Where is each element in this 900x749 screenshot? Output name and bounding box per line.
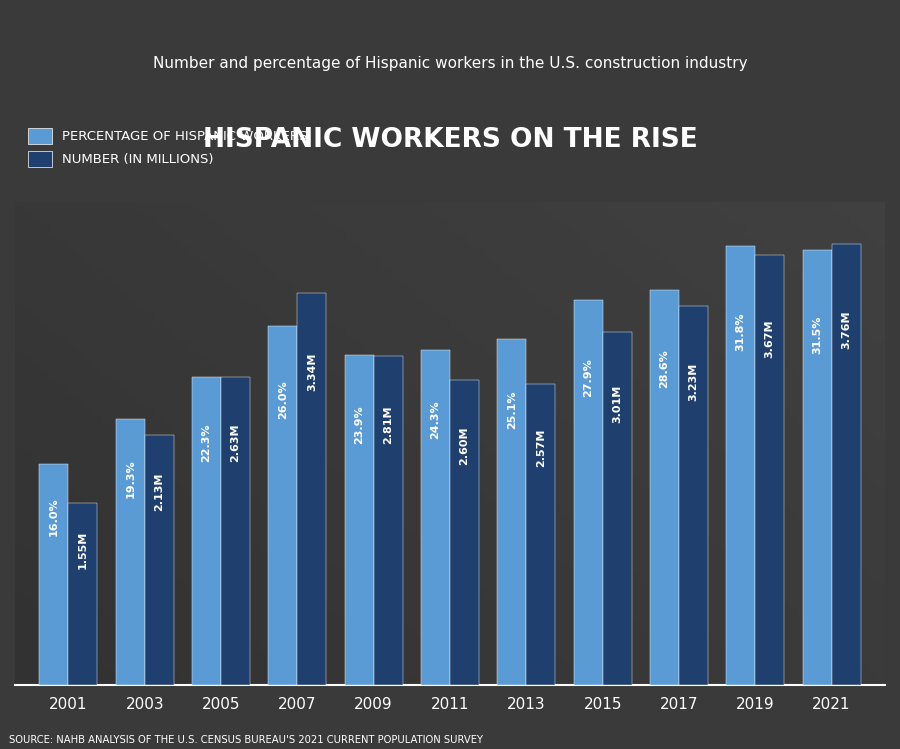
Bar [498,339,526,685]
Text: 16.0%: 16.0% [49,497,58,536]
Bar [145,435,174,685]
Text: 3.01M: 3.01M [612,385,622,423]
Text: 19.3%: 19.3% [125,459,135,497]
Bar [832,244,860,685]
Text: 1.55M: 1.55M [78,531,88,569]
Bar [297,294,327,685]
Bar [421,350,450,685]
Text: 2.60M: 2.60M [460,426,470,464]
Text: 27.9%: 27.9% [583,358,593,397]
Legend: PERCENTAGE OF HISPANIC WORKERS, NUMBER (IN MILLIONS): PERCENTAGE OF HISPANIC WORKERS, NUMBER (… [22,121,314,173]
Bar [650,291,679,685]
Bar [221,377,250,685]
Bar [192,377,221,685]
Text: 3.34M: 3.34M [307,352,317,390]
Bar [573,300,603,685]
Text: 24.3%: 24.3% [430,400,440,439]
Text: 2.63M: 2.63M [230,423,240,461]
Text: 23.9%: 23.9% [355,405,365,443]
Text: 26.0%: 26.0% [278,380,288,419]
Text: Number and percentage of Hispanic workers in the U.S. construction industry: Number and percentage of Hispanic worker… [153,56,747,71]
Title: HISPANIC WORKERS ON THE RISE: HISPANIC WORKERS ON THE RISE [202,127,698,153]
Bar [526,383,555,685]
Bar [450,380,479,685]
Bar [374,356,402,685]
Text: 3.23M: 3.23M [688,363,698,401]
Text: 25.1%: 25.1% [507,391,517,429]
Text: 3.67M: 3.67M [765,319,775,358]
Text: SOURCE: NAHB ANALYSIS OF THE U.S. CENSUS BUREAU'S 2021 CURRENT POPULATION SURVEY: SOURCE: NAHB ANALYSIS OF THE U.S. CENSUS… [9,736,483,745]
Text: 2.81M: 2.81M [383,405,393,443]
Bar [116,419,145,685]
Text: 31.8%: 31.8% [736,312,746,351]
Bar [345,355,373,685]
Bar [726,246,755,685]
Text: 22.3%: 22.3% [202,424,211,462]
Text: 28.6%: 28.6% [660,350,670,389]
Bar [679,306,708,685]
Bar [68,503,97,685]
Bar [603,332,632,685]
Text: 2.57M: 2.57M [536,429,545,467]
Text: 2.13M: 2.13M [154,473,164,512]
Bar [40,464,68,685]
Bar [268,327,297,685]
Bar [803,250,832,685]
Text: 3.76M: 3.76M [842,310,851,349]
Bar [755,255,784,685]
Text: 31.5%: 31.5% [812,315,822,354]
